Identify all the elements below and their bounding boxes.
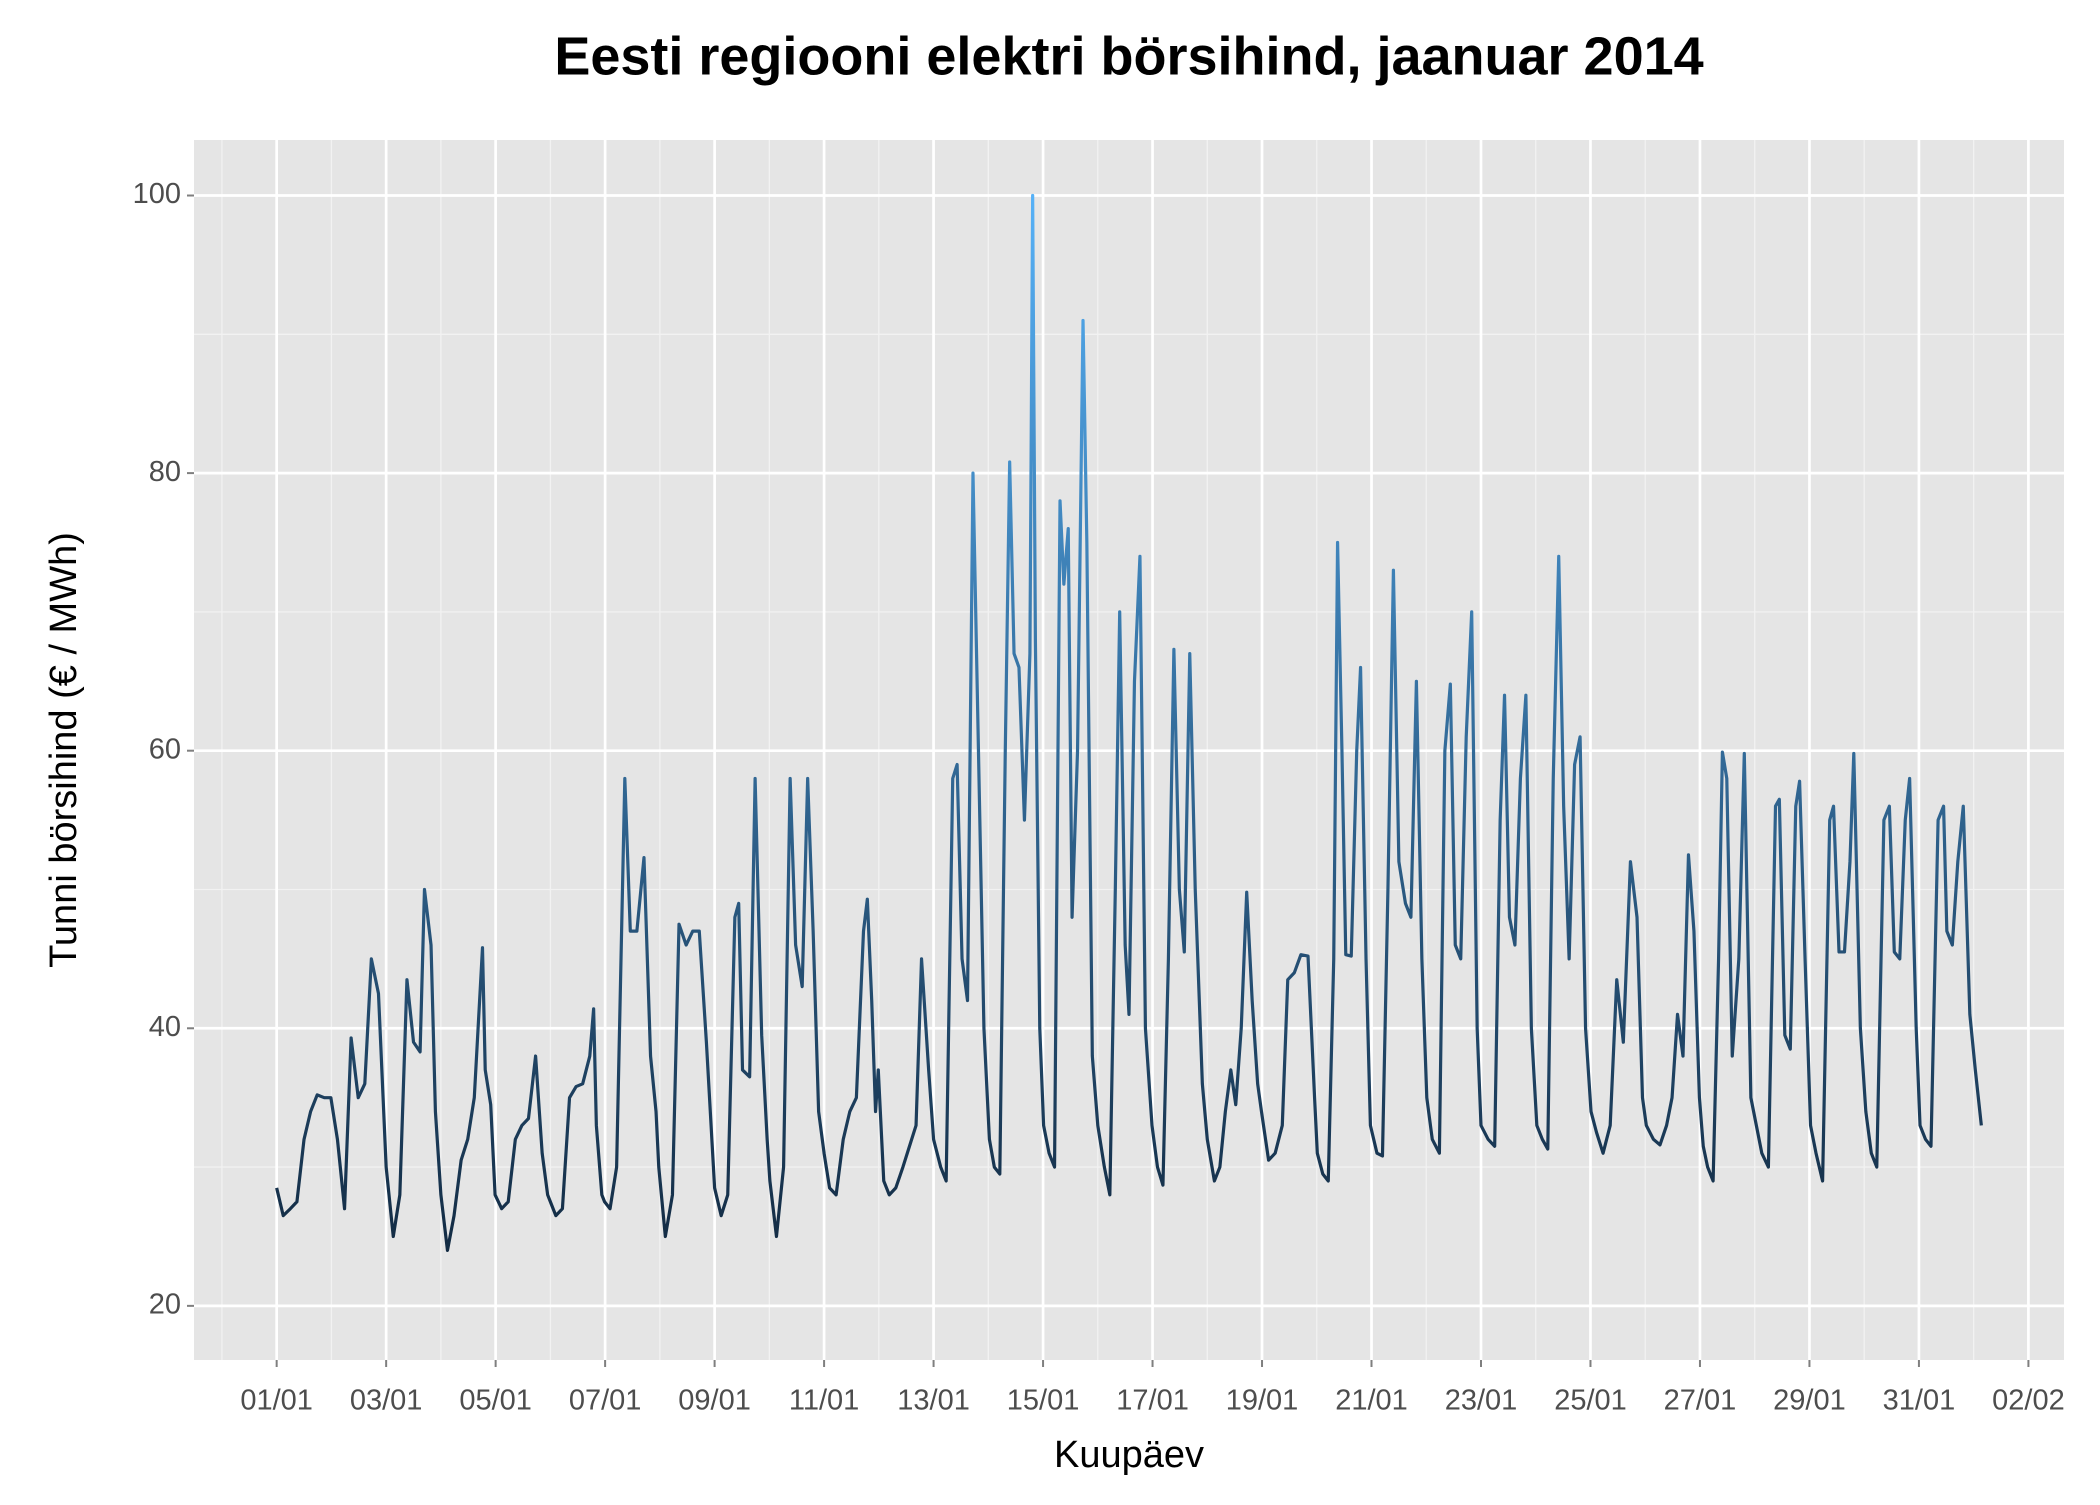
- x-tick-label: 15/01: [1007, 1385, 1080, 1417]
- x-tick-label: 07/01: [569, 1385, 642, 1417]
- y-tick-label: 60: [149, 733, 181, 765]
- x-tick-label: 11/01: [789, 1385, 859, 1417]
- x-tick-label: 21/01: [1335, 1385, 1408, 1417]
- y-tick-label: 80: [149, 456, 181, 488]
- price-line: [275, 193, 1983, 1252]
- x-tick-label: 01/01: [240, 1385, 313, 1417]
- x-tick-label: 13/01: [897, 1385, 970, 1417]
- y-tick-label: 40: [149, 1011, 181, 1043]
- y-tick-label: 100: [133, 178, 181, 210]
- x-axis-label: Kuupäev: [1054, 1434, 1204, 1476]
- x-tick-label: 31/01: [1883, 1385, 1956, 1417]
- x-tick-label: 17/01: [1116, 1385, 1189, 1417]
- x-tick-label: 03/01: [350, 1385, 423, 1417]
- x-tick-label: 27/01: [1664, 1385, 1737, 1417]
- x-tick-label: 25/01: [1554, 1385, 1627, 1417]
- x-tick-label: 09/01: [678, 1385, 751, 1417]
- x-tick-label: 23/01: [1445, 1385, 1518, 1417]
- y-tick-label: 20: [149, 1289, 181, 1321]
- x-tick-label: 19/01: [1226, 1385, 1299, 1417]
- x-tick-label: 29/01: [1773, 1385, 1846, 1417]
- chart-title: Eesti regiooni elektri börsihind, jaanua…: [554, 26, 1703, 86]
- x-tick-label: 05/01: [459, 1385, 532, 1417]
- y-axis-label: Tunni börsihind (€ / MWh): [43, 532, 85, 968]
- x-tick-label: 02/02: [1992, 1385, 2065, 1417]
